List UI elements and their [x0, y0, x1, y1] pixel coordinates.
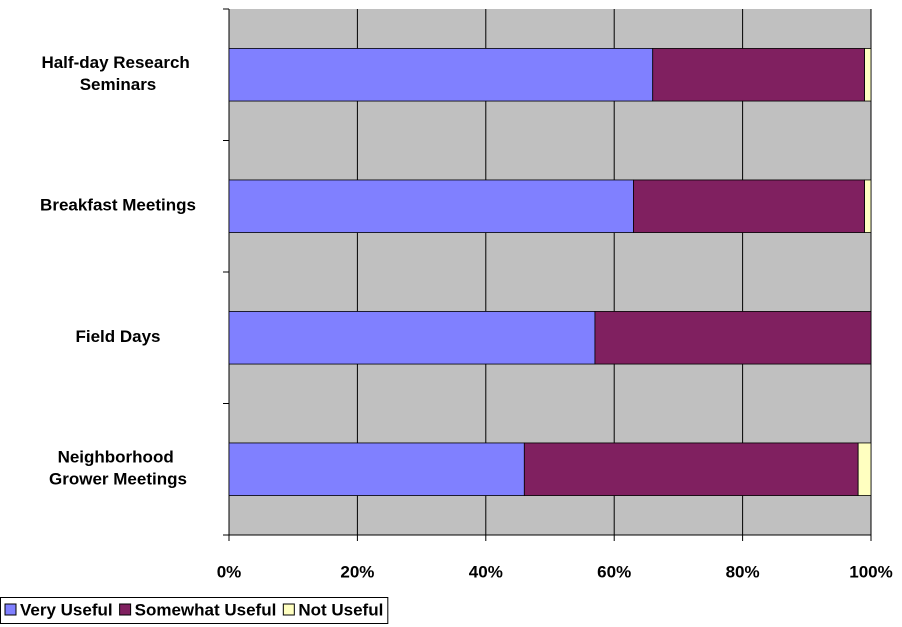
- bar: [864, 48, 872, 102]
- y-tick-label: Breakfast Meetings: [40, 196, 196, 215]
- x-tick-label: 20%: [340, 562, 374, 581]
- x-tick-label: 80%: [726, 562, 760, 581]
- x-tick-label: 40%: [469, 562, 503, 581]
- x-tick-label: 100%: [849, 562, 892, 581]
- legend-box: [0, 597, 389, 624]
- bar: [228, 179, 634, 233]
- x-tick-label: 60%: [597, 562, 631, 581]
- y-tick-label: Field Days: [75, 327, 160, 346]
- legend-swatch: [119, 603, 132, 616]
- legend-swatch: [4, 603, 17, 616]
- y-tick-label: Half-day Research Seminars: [41, 53, 194, 94]
- legend-label: Somewhat Useful: [135, 600, 277, 619]
- bar: [228, 48, 654, 102]
- bar: [864, 179, 872, 233]
- legend-swatch: [282, 603, 295, 616]
- bar: [228, 442, 525, 496]
- bar: [594, 311, 872, 365]
- x-tick-label: 0%: [217, 562, 242, 581]
- bar: [633, 179, 865, 233]
- legend-label: Not Useful: [298, 600, 383, 619]
- bar: [652, 48, 865, 102]
- y-tick-label: Neighborhood Grower Meetings: [49, 448, 187, 489]
- bar: [857, 442, 872, 496]
- bar: [228, 311, 596, 365]
- legend: Very Useful Somewhat Useful Not Useful: [0, 597, 389, 624]
- legend-label: Very Useful: [20, 600, 113, 619]
- bar: [523, 442, 859, 496]
